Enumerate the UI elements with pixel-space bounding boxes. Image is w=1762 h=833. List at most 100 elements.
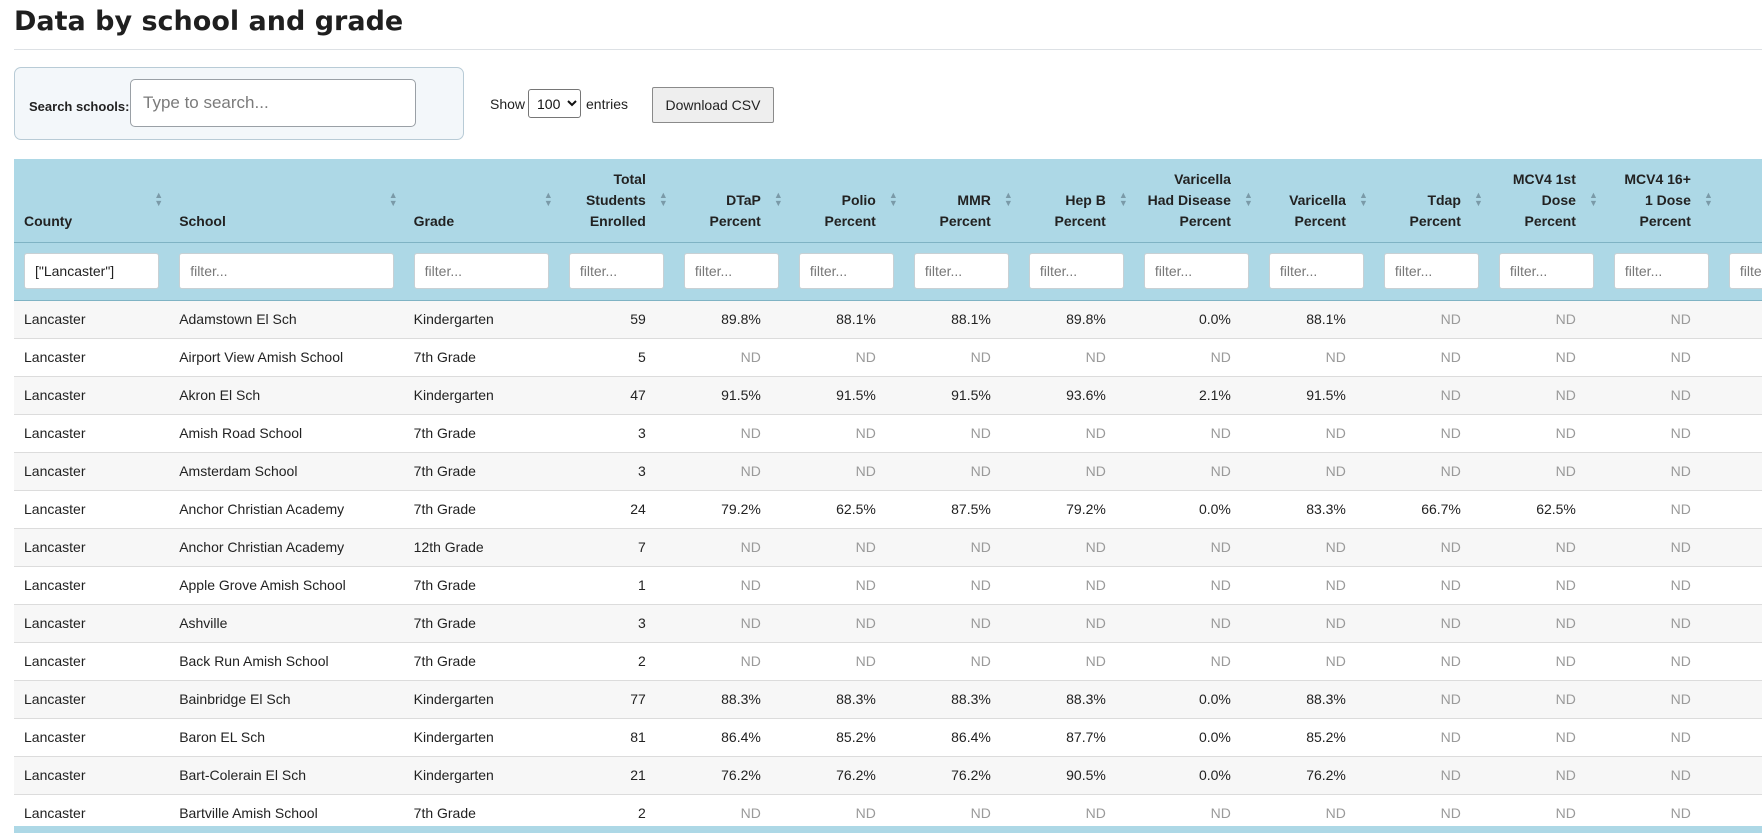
filter-input-total[interactable] [568, 253, 664, 289]
cell-mcv4_1: ND [1488, 680, 1604, 719]
filter-input-dtap[interactable] [683, 253, 779, 289]
cell-county: Lancaster [14, 452, 170, 491]
sort-arrows-icon[interactable]: ▲ ▼ [1703, 190, 1713, 208]
cell-var: ND [1258, 414, 1374, 453]
filter-input-next[interactable] [1728, 253, 1762, 289]
cell-next [1718, 414, 1762, 453]
cell-grade: 7th Grade [403, 604, 559, 643]
filter-input-tdap[interactable] [1383, 253, 1479, 289]
cell-mcv4_16: ND [1603, 604, 1719, 643]
column-header-dtap[interactable]: DTaP Percent ▲ ▼ [673, 159, 789, 242]
table-row: Lancaster Airport View Amish School 7th Gr… [14, 338, 1762, 377]
sort-arrows-icon[interactable]: ▲ ▼ [658, 190, 668, 208]
cell-hepb: ND [1018, 642, 1134, 681]
cell-next [1718, 376, 1762, 415]
column-header-grade[interactable]: Grade ▲ ▼ [403, 159, 559, 242]
filter-input-grade[interactable] [413, 253, 549, 289]
filter-input-var[interactable] [1268, 253, 1364, 289]
cell-total: 21 [558, 756, 674, 795]
filter-input-county[interactable] [24, 253, 160, 289]
cell-mmr: ND [903, 528, 1019, 567]
sort-arrows-icon[interactable]: ▲ ▼ [888, 190, 898, 208]
column-header-county[interactable]: County ▲ ▼ [14, 159, 170, 242]
column-header-school[interactable]: School ▲ ▼ [169, 159, 404, 242]
cell-dtap: 79.2% [673, 490, 789, 529]
filter-input-mcv4_16[interactable] [1613, 253, 1709, 289]
cell-total: 3 [558, 452, 674, 491]
filter-cell-var [1258, 241, 1374, 301]
cell-mmr: ND [903, 604, 1019, 643]
cell-mmr: ND [903, 642, 1019, 681]
cell-mcv4_16: ND [1603, 300, 1719, 339]
cell-tdap: ND [1373, 338, 1489, 377]
search-label: Search schools: [29, 99, 130, 114]
sort-arrows-icon[interactable]: ▲ ▼ [1588, 190, 1598, 208]
cell-mcv4_1: 62.5% [1488, 490, 1604, 529]
sort-arrows-icon[interactable]: ▲ ▼ [1243, 190, 1253, 208]
column-header-label: Polio Percent [824, 191, 876, 229]
column-header-mcv4_1[interactable]: MCV4 1st Dose Percent ▲ ▼ [1488, 159, 1604, 242]
column-header-hepb[interactable]: Hep B Percent ▲ ▼ [1018, 159, 1134, 242]
cell-mcv4_16: ND [1603, 642, 1719, 681]
cell-total: 24 [558, 490, 674, 529]
sort-arrows-icon[interactable]: ▲ ▼ [1003, 190, 1013, 208]
cell-grade: Kindergarten [403, 718, 559, 757]
sort-arrows-icon[interactable]: ▲ ▼ [1473, 190, 1483, 208]
cell-tdap: ND [1373, 414, 1489, 453]
cell-polio: 62.5% [788, 490, 904, 529]
column-header-mmr[interactable]: MMR Percent ▲ ▼ [903, 159, 1019, 242]
cell-varhad: 0.0% [1133, 490, 1259, 529]
cell-school: Anchor Christian Academy [169, 490, 404, 529]
cell-next [1718, 300, 1762, 339]
filter-input-polio[interactable] [798, 253, 894, 289]
cell-total: 3 [558, 604, 674, 643]
cell-dtap: 89.8% [673, 300, 789, 339]
table-row: Lancaster Adamstown El Sch Kindergarten 59 8… [14, 300, 1762, 339]
filter-input-varhad[interactable] [1143, 253, 1249, 289]
filter-cell-school [169, 241, 404, 301]
column-header-varhad[interactable]: Varicella Had Disease Percent ▲ ▼ [1133, 159, 1259, 242]
cell-mcv4_16: ND [1603, 756, 1719, 795]
sort-arrows-icon[interactable]: ▲ ▼ [543, 190, 553, 208]
sort-arrows-icon[interactable]: ▲ ▼ [388, 190, 398, 208]
cell-mcv4_1: ND [1488, 414, 1604, 453]
cell-mcv4_1: ND [1488, 718, 1604, 757]
search-input[interactable] [130, 79, 416, 127]
column-header-mcv4_16[interactable]: MCV4 16+ 1 Dose Percent ▲ ▼ [1603, 159, 1719, 242]
cell-mcv4_16: ND [1603, 680, 1719, 719]
cell-school: Airport View Amish School [169, 338, 404, 377]
filter-input-hepb[interactable] [1028, 253, 1124, 289]
cell-grade: 7th Grade [403, 490, 559, 529]
data-table-container[interactable]: County ▲ ▼ School ▲ ▼ Grade ▲ ▼ Total Students En… [14, 159, 1762, 833]
filter-input-school[interactable] [179, 253, 394, 289]
sort-arrows-icon[interactable]: ▲ ▼ [773, 190, 783, 208]
filter-input-mcv4_1[interactable] [1498, 253, 1594, 289]
data-table: County ▲ ▼ School ▲ ▼ Grade ▲ ▼ Total Students En… [14, 159, 1762, 833]
sort-arrows-icon[interactable]: ▲ ▼ [154, 190, 164, 208]
cell-mcv4_1: ND [1488, 300, 1604, 339]
column-header-var[interactable]: Varicella Percent ▲ ▼ [1258, 159, 1374, 242]
page-title: Data by school and grade [14, 6, 404, 37]
cell-var: ND [1258, 642, 1374, 681]
sort-arrows-icon[interactable]: ▲ ▼ [1118, 190, 1128, 208]
cell-hepb: ND [1018, 414, 1134, 453]
cell-polio: ND [788, 566, 904, 605]
column-header-next[interactable]: M▲▼ [1718, 159, 1762, 242]
column-header-total[interactable]: Total Students Enrolled ▲ ▼ [558, 159, 674, 242]
entries-select[interactable]: 100 [528, 89, 581, 118]
cell-mcv4_16: ND [1603, 452, 1719, 491]
column-header-tdap[interactable]: Tdap Percent ▲ ▼ [1373, 159, 1489, 242]
download-csv-button[interactable]: Download CSV [652, 87, 774, 123]
cell-var: 83.3% [1258, 490, 1374, 529]
filter-input-mmr[interactable] [913, 253, 1009, 289]
cell-next [1718, 642, 1762, 681]
filter-cell-dtap [673, 241, 789, 301]
cell-school: Apple Grove Amish School [169, 566, 404, 605]
cell-var: ND [1258, 604, 1374, 643]
cell-mcv4_1: ND [1488, 566, 1604, 605]
cell-polio: ND [788, 642, 904, 681]
cell-mcv4_16: ND [1603, 528, 1719, 567]
column-header-polio[interactable]: Polio Percent ▲ ▼ [788, 159, 904, 242]
cell-mmr: 86.4% [903, 718, 1019, 757]
sort-arrows-icon[interactable]: ▲ ▼ [1358, 190, 1368, 208]
